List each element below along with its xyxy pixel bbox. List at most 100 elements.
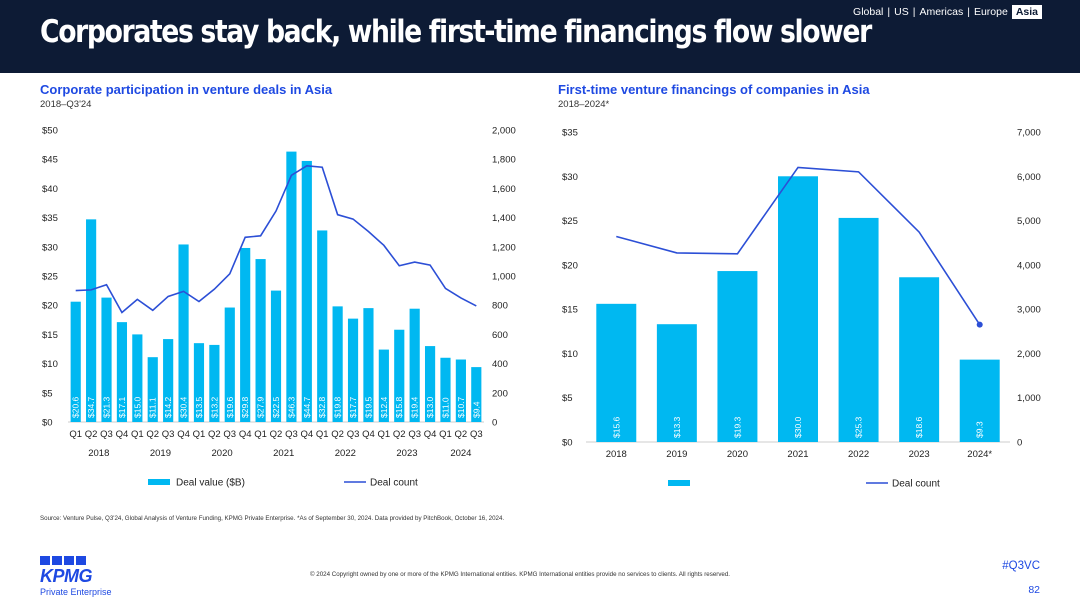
left-year-label: 2021 <box>273 448 294 459</box>
right-bar <box>838 217 879 442</box>
right-y-right-tick: 3,000 <box>1017 305 1041 316</box>
left-legend-bar-swatch <box>148 479 170 485</box>
region-americas[interactable]: Americas <box>919 6 964 18</box>
left-x-tick: Q2 <box>331 429 344 440</box>
left-bar-label: $44.7 <box>302 396 312 418</box>
right-y-left-tick: $10 <box>562 349 578 360</box>
right-bar-label: $19.3 <box>732 416 742 438</box>
region-europe[interactable]: Europe <box>973 6 1008 18</box>
left-bar-label: $19.6 <box>225 396 235 418</box>
left-bar <box>70 301 81 422</box>
right-y-left-tick: $15 <box>562 305 578 316</box>
left-x-tick: Q2 <box>270 429 283 440</box>
left-year-label: 2018 <box>88 448 109 459</box>
left-y-left-tick: $15 <box>42 330 58 341</box>
right-plot-group: $15.6 2018 $13.3 2019 $19.3 2020 $30.0 2021 $25.… <box>586 166 1010 460</box>
right-x-tick: 2024* <box>967 449 992 460</box>
right-x-tick: 2023 <box>909 449 930 460</box>
left-bar <box>332 306 343 422</box>
right-x-tick: 2019 <box>666 449 687 460</box>
left-year-label: 2019 <box>150 448 171 459</box>
left-y-left-tick: $50 <box>42 126 58 137</box>
left-year-label: 2023 <box>396 448 417 459</box>
right-y-left-tick: $20 <box>562 260 578 271</box>
left-bar-label: $21.3 <box>101 396 111 418</box>
left-x-tick: Q1 <box>254 429 267 440</box>
left-bar-label: $13.5 <box>194 396 204 418</box>
left-chart-title: Corporate participation in venture deals… <box>40 82 333 97</box>
right-bar-label: $18.6 <box>914 416 924 438</box>
right-bar <box>778 176 818 442</box>
left-bar-label: $19.8 <box>333 396 343 418</box>
source-footnote: Source: Venture Pulse, Q3'24, Global Ana… <box>40 515 505 522</box>
left-x-tick: Q3 <box>100 429 113 440</box>
left-bar-label: $22.5 <box>271 396 281 418</box>
left-bar-label: $13.2 <box>209 396 219 418</box>
left-bar-label: $30.4 <box>179 396 189 418</box>
right-x-tick: 2021 <box>787 449 808 460</box>
left-year-label: 2020 <box>212 448 233 459</box>
left-x-tick: Q4 <box>362 429 375 440</box>
kpmg-logo: KPMG Private Enterprise <box>40 556 112 597</box>
region-global[interactable]: Global <box>853 6 884 18</box>
page-title: Corporates stay back, while first-time f… <box>40 14 872 50</box>
left-x-tick: Q1 <box>131 429 144 440</box>
left-x-tick: Q1 <box>439 429 452 440</box>
left-x-tick: Q2 <box>393 429 406 440</box>
left-bar <box>101 297 112 422</box>
left-bar <box>240 247 251 422</box>
left-bar-label: $34.7 <box>86 396 96 418</box>
left-bar <box>224 307 235 422</box>
region-asia[interactable]: Asia <box>1011 5 1042 19</box>
region-nav: Global | US | Americas | Europe Asia <box>853 5 1042 19</box>
left-bar-label: $20.6 <box>71 396 81 418</box>
header-bar: Corporates stay back, while first-time f… <box>0 0 1080 73</box>
right-x-tick: 2022 <box>848 449 869 460</box>
left-x-tick: Q4 <box>116 429 129 440</box>
left-y-right-tick: 2,000 <box>492 126 516 137</box>
left-bar-label: $15.8 <box>394 396 404 418</box>
left-bar <box>209 344 220 422</box>
left-bar-label: $32.8 <box>317 396 327 418</box>
right-bar <box>717 271 758 442</box>
left-y-right-tick: 1,600 <box>492 184 516 195</box>
left-bar <box>424 346 436 422</box>
region-us[interactable]: US <box>894 6 909 18</box>
left-x-tick: Q2 <box>85 429 98 440</box>
left-bar <box>363 308 374 422</box>
left-bar-label: $11.1 <box>148 397 158 418</box>
left-y-left-tick: $45 <box>42 155 58 166</box>
left-bar <box>116 322 128 422</box>
left-bar-label: $17.7 <box>348 396 358 418</box>
right-bar <box>596 303 637 442</box>
left-bar-label: $11.0 <box>440 397 450 418</box>
left-y-right-tick: 600 <box>492 330 508 341</box>
left-bar <box>317 230 328 422</box>
corporate-participation-chart: $0 $5 $10 $15 $20 $25 $30 $35 $40 $45 $50 0 200 400 60… <box>42 126 516 489</box>
left-y-right-tick: 1,000 <box>492 272 516 283</box>
right-y-right-tick: 7,000 <box>1017 128 1041 139</box>
left-y-right-tick: 400 <box>492 359 508 370</box>
right-line-end-dot <box>976 321 983 328</box>
right-x-tick: 2018 <box>606 449 627 460</box>
right-bar-label: $13.3 <box>672 416 682 438</box>
left-x-tick: Q2 <box>455 429 468 440</box>
right-bar-label: $15.6 <box>611 416 621 438</box>
left-x-tick: Q3 <box>408 429 421 440</box>
left-year-label: 2022 <box>335 448 356 459</box>
left-bar-label: $17.1 <box>117 396 127 418</box>
left-bar <box>255 259 266 422</box>
right-y-left-tick: $35 <box>562 128 578 139</box>
left-bar-label: $29.8 <box>240 396 250 418</box>
left-bar-label: $12.4 <box>379 396 389 418</box>
left-y-left-tick: $25 <box>42 272 58 283</box>
left-bar <box>270 290 282 422</box>
left-bar <box>178 244 189 422</box>
left-x-tick: Q1 <box>193 429 206 440</box>
left-deal-count-line <box>75 164 477 314</box>
right-bar-label: $9.3 <box>975 421 985 438</box>
left-y-left-tick: $35 <box>42 213 58 224</box>
left-y-left-tick: $30 <box>42 242 58 253</box>
left-y-right-tick: 1,400 <box>492 213 516 224</box>
copyright: © 2024 Copyright owned by one or more of… <box>310 571 731 578</box>
